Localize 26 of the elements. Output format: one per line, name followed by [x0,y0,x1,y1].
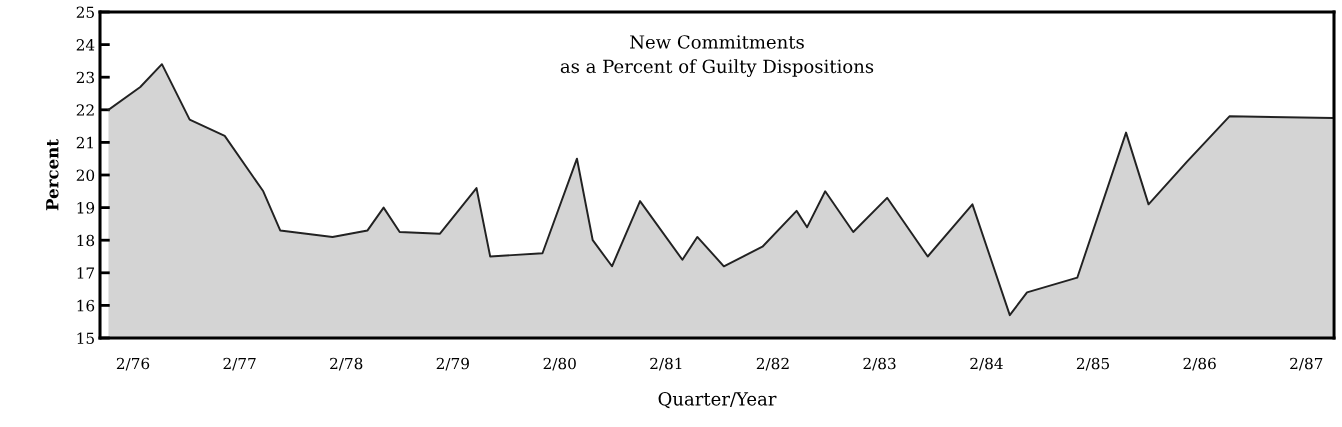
y-tick-label: 16 [77,299,95,312]
y-tick-label: 25 [76,6,94,19]
x-tick-label: 2/83 [863,357,896,371]
x-tick-label: 2/87 [1290,357,1323,371]
y-tick-label: 15 [77,332,94,345]
x-tick-label: 2/80 [543,357,576,371]
y-tick-label: 20 [76,169,95,182]
x-axis-title: Quarter/Year [658,391,777,409]
x-tick-label: 2/81 [650,357,682,371]
x-tick-label: 2/76 [116,357,150,371]
y-tick-label: 17 [77,267,95,279]
x-tick-label: 2/78 [330,357,363,371]
x-tick-label: 2/77 [223,357,256,371]
y-tick-label: 19 [77,202,95,214]
y-tick-label: 21 [76,136,93,149]
y-tick-label: 24 [76,39,95,51]
text: New Commitments as a Percent of Guilty Dispositions [560,35,874,77]
x-tick-label: 2/86 [1183,357,1216,371]
y-tick-label: 22 [76,104,94,116]
x-tick-label: 2/84 [970,357,1003,371]
x-tick-label: 2/82 [756,357,789,371]
x-tick-label: 2/85 [1076,357,1110,371]
x-tick-label: 2/79 [436,357,469,371]
y-tick-label: 23 [76,71,94,84]
y-axis-title: Percent [46,139,59,211]
y-tick-label: 18 [77,234,95,247]
